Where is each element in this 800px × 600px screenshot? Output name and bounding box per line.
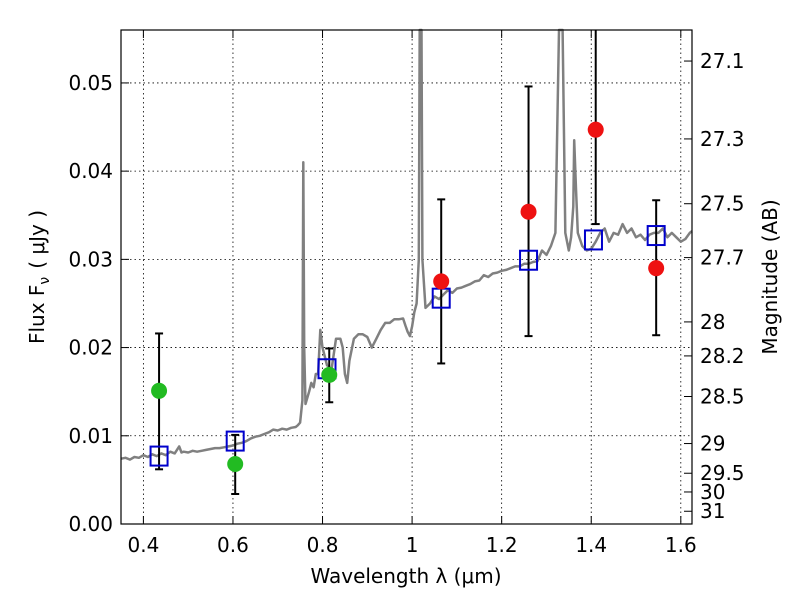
errorbar-layer (155, 30, 661, 496)
spectrum-line (120, 28, 693, 461)
right-tick-label: 31 (700, 499, 725, 523)
right-tick-label: 27.5 (700, 192, 745, 216)
x-tick-label: 0.6 (217, 533, 249, 557)
y-axis-label-subscript: ν (37, 277, 53, 285)
right-tick-label: 27.1 (700, 49, 745, 73)
y-tick-label: 0.00 (68, 512, 113, 536)
right-tick-label: 27.7 (700, 246, 745, 270)
y-tick-label: 0.04 (68, 159, 113, 183)
plot-frame (120, 29, 693, 525)
right-tick-label: 29.5 (700, 461, 745, 485)
right-axis-label: Magnitude (AB) (758, 199, 782, 354)
green-point (151, 382, 168, 399)
x-tick-label: 1 (406, 533, 419, 557)
red-point (520, 203, 537, 220)
y-tick-label: 0.05 (68, 71, 113, 95)
tick-marks (121, 30, 692, 525)
y-tick-label: 0.03 (68, 247, 113, 271)
right-tick-label: 30 (700, 480, 725, 504)
right-tick-label: 28.2 (700, 344, 745, 368)
right-tick-label: 27.3 (700, 127, 745, 151)
x-axis-label: Wavelength λ (μm) (310, 564, 501, 588)
x-tick-label: 0.8 (307, 533, 339, 557)
x-tick-label: 1.4 (575, 533, 607, 557)
right-tick-label: 29 (700, 432, 725, 456)
y-axis-label-main: Flux F (25, 285, 49, 344)
x-tick-label: 0.4 (127, 533, 159, 557)
spectrum-layer (120, 28, 693, 461)
x-tick-label: 1.6 (665, 533, 697, 557)
y-tick-label: 0.02 (68, 336, 113, 360)
green-point (321, 366, 338, 383)
y-tick-labels: 0.00 0.01 0.02 0.03 0.04 0.05 (68, 71, 113, 536)
model-box (225, 430, 245, 452)
model-box (646, 225, 666, 247)
x-tick-label: 1.2 (486, 533, 518, 557)
model-box (149, 445, 169, 467)
right-tick-label: 28.5 (700, 384, 745, 408)
x-tick-labels: 0.4 0.6 0.8 1 1.2 1.4 1.6 (127, 533, 696, 557)
red-point (648, 260, 665, 277)
red-point (587, 121, 604, 138)
red-point (433, 273, 450, 290)
model-box (519, 249, 539, 271)
plot-border (120, 29, 693, 525)
right-tick-label: 28 (700, 310, 725, 334)
y-tick-label: 0.01 (68, 424, 113, 448)
green-point (227, 456, 244, 473)
model-box (583, 229, 603, 251)
model-box-layer (149, 225, 666, 467)
y-axis-label: Flux Fν ( μJy ) (25, 210, 53, 344)
data-point-layer (151, 121, 665, 473)
y-axis-label-unit: ( μJy ) (25, 210, 49, 269)
